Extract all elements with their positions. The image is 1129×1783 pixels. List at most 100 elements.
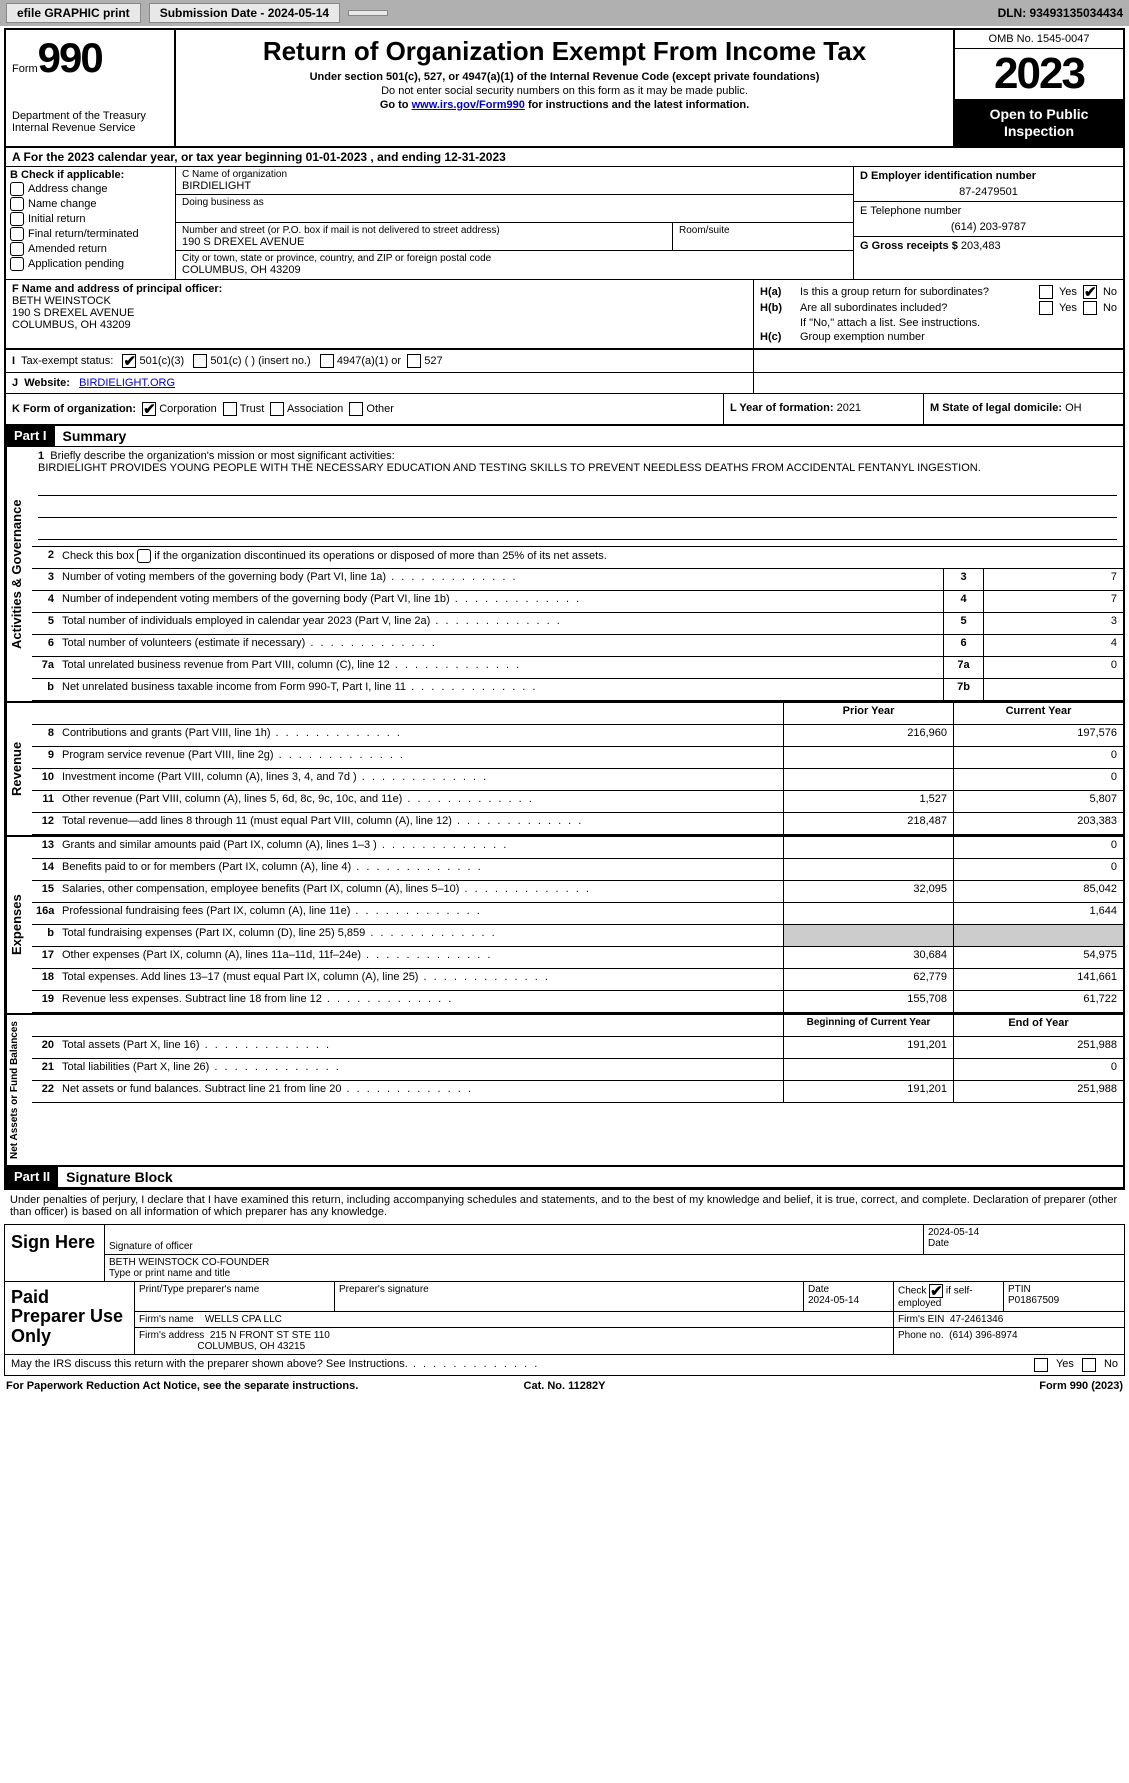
chk-527[interactable] bbox=[407, 354, 421, 368]
sig-officer-label: Signature of officer bbox=[109, 1241, 919, 1252]
hb-no-chk[interactable] bbox=[1083, 301, 1097, 315]
sig-officer: Signature of officer bbox=[105, 1225, 924, 1254]
chk-other[interactable] bbox=[349, 402, 363, 416]
line-17-cy: 54,975 bbox=[953, 947, 1123, 968]
discuss-no: No bbox=[1104, 1358, 1118, 1372]
form-title: Return of Organization Exempt From Incom… bbox=[184, 36, 945, 67]
officer-name: BETH WEINSTOCK bbox=[12, 295, 747, 307]
hc-text: Group exemption number bbox=[800, 331, 1117, 343]
j-label: J bbox=[12, 377, 18, 389]
line-20-cy: 251,988 bbox=[953, 1037, 1123, 1058]
line-6-desc: Total number of volunteers (estimate if … bbox=[58, 635, 943, 656]
chk-app-pending[interactable] bbox=[10, 257, 24, 271]
check-lbl: Check bbox=[898, 1285, 926, 1296]
chk-final-return[interactable] bbox=[10, 227, 24, 241]
line-b-cy bbox=[953, 925, 1123, 946]
chk-4947[interactable] bbox=[320, 354, 334, 368]
section-c: C Name of organization BIRDIELIGHT Doing… bbox=[176, 167, 853, 279]
ha-no-chk[interactable] bbox=[1083, 285, 1097, 299]
line2-desc: Check this box if the organization disco… bbox=[58, 547, 1123, 568]
line-22-desc: Net assets or fund balances. Subtract li… bbox=[58, 1081, 783, 1102]
discuss-yes-chk[interactable] bbox=[1034, 1358, 1048, 1372]
omb-number: OMB No. 1545-0047 bbox=[955, 30, 1123, 49]
line-7a-num: 7a bbox=[32, 657, 58, 678]
chk-assoc[interactable] bbox=[270, 402, 284, 416]
org-name-label: C Name of organization bbox=[182, 169, 847, 180]
org-name: BIRDIELIGHT bbox=[182, 180, 847, 192]
line-4-val: 7 bbox=[983, 591, 1123, 612]
subtitle-2: Do not enter social security numbers on … bbox=[184, 85, 945, 97]
sub3-pre: Go to bbox=[380, 99, 412, 111]
efile-graphic-btn[interactable]: efile GRAPHIC print bbox=[6, 3, 141, 23]
chk-amended[interactable] bbox=[10, 242, 24, 256]
chk-name-change[interactable] bbox=[10, 197, 24, 211]
chk-address-change[interactable] bbox=[10, 182, 24, 196]
mission-text: BIRDIELIGHT PROVIDES YOUNG PEOPLE WITH T… bbox=[38, 462, 981, 474]
line2-num: 2 bbox=[32, 547, 58, 568]
hb-note: If "No," attach a list. See instructions… bbox=[760, 317, 1117, 329]
section-h: H(a) Is this a group return for subordin… bbox=[753, 280, 1123, 348]
chk-initial-return[interactable] bbox=[10, 212, 24, 226]
chk-discontinued[interactable] bbox=[137, 549, 151, 563]
chk-501c[interactable] bbox=[193, 354, 207, 368]
firm-name: Firm's name WELLS CPA LLC bbox=[135, 1312, 894, 1327]
line-4-desc: Number of independent voting members of … bbox=[58, 591, 943, 612]
phone-label: E Telephone number bbox=[860, 205, 1117, 217]
discuss-text: May the IRS discuss this return with the… bbox=[11, 1358, 1034, 1372]
hb-yes-chk[interactable] bbox=[1039, 301, 1053, 315]
line-8-cy: 197,576 bbox=[953, 725, 1123, 746]
line-15-desc: Salaries, other compensation, employee b… bbox=[58, 881, 783, 902]
line-14-py bbox=[783, 859, 953, 880]
paid-preparer-label: Paid Preparer Use Only bbox=[5, 1282, 135, 1354]
discuss-row: May the IRS discuss this return with the… bbox=[5, 1354, 1124, 1375]
opt-other: Other bbox=[366, 403, 394, 415]
officer-addr1: 190 S DREXEL AVENUE bbox=[12, 307, 747, 319]
opt-trust: Trust bbox=[240, 403, 265, 415]
rev-hdr-desc bbox=[58, 703, 783, 724]
section-h-continued bbox=[753, 350, 1123, 372]
city-value: COLUMBUS, OH 43209 bbox=[182, 264, 847, 276]
sig-name: BETH WEINSTOCK CO-FOUNDER Type or print … bbox=[105, 1255, 1124, 1281]
line-17-py: 30,684 bbox=[783, 947, 953, 968]
line-15-cy: 85,042 bbox=[953, 881, 1123, 902]
discuss-no-chk[interactable] bbox=[1082, 1358, 1096, 1372]
line-3-box: 3 bbox=[943, 569, 983, 590]
part1-title: Summary bbox=[55, 426, 135, 446]
opt-final-return: Final return/terminated bbox=[28, 228, 139, 240]
line-5-box: 5 bbox=[943, 613, 983, 634]
chk-corp[interactable] bbox=[142, 402, 156, 416]
period-begin: 01-01-2023 bbox=[306, 150, 367, 164]
form990-link[interactable]: www.irs.gov/Form990 bbox=[412, 99, 525, 111]
line-4-box: 4 bbox=[943, 591, 983, 612]
prep-name-lbl: Print/Type preparer's name bbox=[139, 1284, 330, 1295]
tax-year: 2023 bbox=[955, 49, 1123, 100]
sig-date-label: Date bbox=[928, 1238, 1120, 1249]
sign-here-label: Sign Here bbox=[5, 1225, 105, 1281]
firm-addr2: COLUMBUS, OH 43215 bbox=[197, 1341, 305, 1352]
line-18-desc: Total expenses. Add lines 13–17 (must eq… bbox=[58, 969, 783, 990]
side-net-assets: Net Assets or Fund Balances bbox=[6, 1015, 32, 1165]
chk-self-employed[interactable] bbox=[929, 1284, 943, 1298]
section-b: B Check if applicable: Address change Na… bbox=[6, 167, 176, 279]
ha-yes-chk[interactable] bbox=[1039, 285, 1053, 299]
opt-527: 527 bbox=[424, 355, 442, 367]
section-d: D Employer identification number 87-2479… bbox=[853, 167, 1123, 279]
l-label: L Year of formation: bbox=[730, 402, 834, 414]
prep-date: Date 2024-05-14 bbox=[804, 1282, 894, 1311]
sig-name-value: BETH WEINSTOCK CO-FOUNDER bbox=[109, 1257, 1120, 1268]
line-19-py: 155,708 bbox=[783, 991, 953, 1012]
line-19-desc: Revenue less expenses. Subtract line 18 … bbox=[58, 991, 783, 1012]
i-label: I bbox=[12, 355, 15, 367]
firm-phone-val: (614) 396-8974 bbox=[949, 1330, 1017, 1341]
line-3-val: 7 bbox=[983, 569, 1123, 590]
chk-trust[interactable] bbox=[223, 402, 237, 416]
firm-ein-val: 47-2461346 bbox=[950, 1314, 1003, 1325]
firm-phone: Phone no. (614) 396-8974 bbox=[894, 1328, 1124, 1354]
line-22-cy: 251,988 bbox=[953, 1081, 1123, 1102]
discuss-yes: Yes bbox=[1056, 1358, 1074, 1372]
chk-501c3[interactable] bbox=[122, 354, 136, 368]
ha-label: H(a) bbox=[760, 286, 800, 298]
ein-value: 87-2479501 bbox=[860, 186, 1117, 198]
submission-date-btn[interactable]: Submission Date - 2024-05-14 bbox=[149, 3, 340, 23]
website-link[interactable]: BIRDIELIGHT.ORG bbox=[79, 377, 175, 389]
